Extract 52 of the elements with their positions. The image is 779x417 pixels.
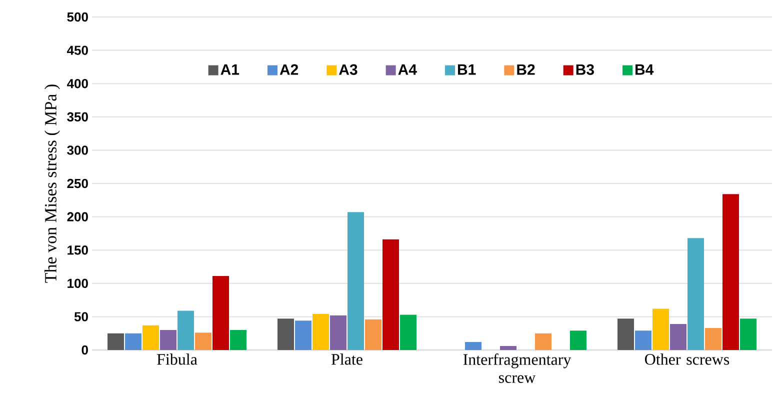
legend-label: B1 bbox=[458, 64, 476, 75]
x-tick-label: Interfragmentary screw bbox=[463, 354, 572, 383]
bar bbox=[348, 212, 364, 350]
bar bbox=[365, 319, 382, 350]
legend-label: A4 bbox=[398, 64, 417, 75]
bar bbox=[570, 330, 586, 350]
bar bbox=[687, 238, 704, 350]
bar bbox=[652, 308, 669, 350]
bar bbox=[295, 320, 312, 350]
bar bbox=[634, 330, 652, 350]
y-tick-label: 200 bbox=[67, 212, 88, 222]
bar bbox=[500, 346, 516, 350]
legend-label: A1 bbox=[220, 64, 240, 75]
y-tick-label: 50 bbox=[74, 312, 88, 322]
legend-label: B2 bbox=[517, 64, 535, 75]
bar bbox=[722, 194, 739, 350]
bar bbox=[740, 318, 756, 350]
legend-label: A3 bbox=[339, 64, 358, 75]
y-tick-label: 450 bbox=[66, 46, 88, 55]
bar bbox=[465, 342, 482, 350]
y-axis-title: The von Mises stress ( MPa ) bbox=[44, 84, 60, 283]
bar bbox=[670, 324, 686, 350]
y-tick-label: 250 bbox=[67, 178, 88, 188]
bar bbox=[400, 314, 417, 350]
bar bbox=[125, 333, 142, 350]
bar bbox=[178, 310, 194, 350]
y-tick-label: 350 bbox=[67, 112, 88, 122]
bar bbox=[142, 325, 160, 350]
bar bbox=[535, 333, 552, 350]
x-tick-label: Plate bbox=[331, 354, 362, 365]
y-tick-label: 150 bbox=[68, 245, 88, 255]
y-tick-label: 0 bbox=[82, 345, 88, 355]
y-tick-label: 100 bbox=[68, 278, 88, 288]
y-tick-label: 500 bbox=[67, 12, 88, 22]
bar bbox=[330, 315, 347, 350]
legend-label: B4 bbox=[636, 64, 654, 75]
legend-label: A2 bbox=[280, 64, 298, 75]
bar bbox=[312, 314, 330, 350]
x-tick-label: Other screws bbox=[645, 354, 730, 365]
bar bbox=[278, 318, 294, 350]
bar bbox=[230, 330, 247, 350]
bar bbox=[618, 318, 634, 350]
y-tick-label: 300 bbox=[67, 146, 88, 155]
bar bbox=[704, 328, 722, 350]
x-tick-label: Fibula bbox=[157, 354, 198, 365]
bar bbox=[195, 332, 212, 350]
bar bbox=[382, 239, 399, 350]
legend-label: B3 bbox=[576, 64, 594, 75]
bar bbox=[108, 333, 124, 350]
bar bbox=[212, 276, 230, 350]
y-tick-label: 400 bbox=[66, 78, 88, 88]
bar bbox=[160, 330, 177, 350]
